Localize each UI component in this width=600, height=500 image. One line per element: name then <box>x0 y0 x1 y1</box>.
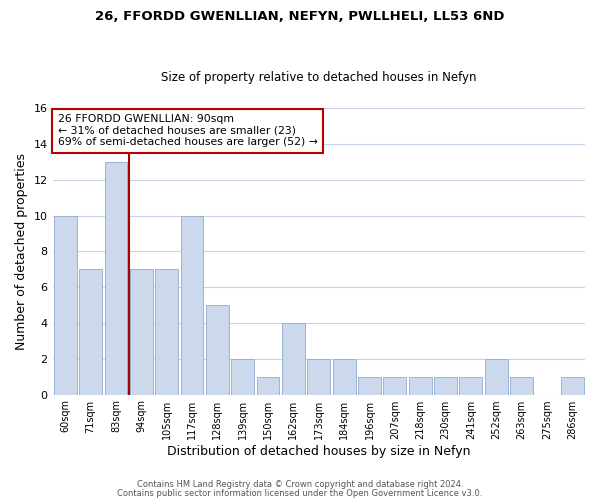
Text: 26, FFORDD GWENLLIAN, NEFYN, PWLLHELI, LL53 6ND: 26, FFORDD GWENLLIAN, NEFYN, PWLLHELI, L… <box>95 10 505 23</box>
Bar <box>54 216 77 394</box>
Bar <box>510 376 533 394</box>
Bar <box>130 270 152 394</box>
X-axis label: Distribution of detached houses by size in Nefyn: Distribution of detached houses by size … <box>167 444 470 458</box>
Bar <box>383 376 406 394</box>
Bar <box>409 376 431 394</box>
Bar <box>79 270 102 394</box>
Bar <box>282 323 305 394</box>
Bar <box>257 376 280 394</box>
Bar <box>460 376 482 394</box>
Y-axis label: Number of detached properties: Number of detached properties <box>15 153 28 350</box>
Bar <box>104 162 127 394</box>
Bar <box>434 376 457 394</box>
Bar <box>485 359 508 394</box>
Bar <box>181 216 203 394</box>
Bar <box>358 376 381 394</box>
Text: 26 FFORDD GWENLLIAN: 90sqm
← 31% of detached houses are smaller (23)
69% of semi: 26 FFORDD GWENLLIAN: 90sqm ← 31% of deta… <box>58 114 318 147</box>
Text: Contains public sector information licensed under the Open Government Licence v3: Contains public sector information licen… <box>118 488 482 498</box>
Title: Size of property relative to detached houses in Nefyn: Size of property relative to detached ho… <box>161 70 476 84</box>
Bar <box>155 270 178 394</box>
Bar <box>206 305 229 394</box>
Bar <box>231 359 254 394</box>
Bar <box>307 359 330 394</box>
Bar <box>561 376 584 394</box>
Text: Contains HM Land Registry data © Crown copyright and database right 2024.: Contains HM Land Registry data © Crown c… <box>137 480 463 489</box>
Bar <box>333 359 356 394</box>
